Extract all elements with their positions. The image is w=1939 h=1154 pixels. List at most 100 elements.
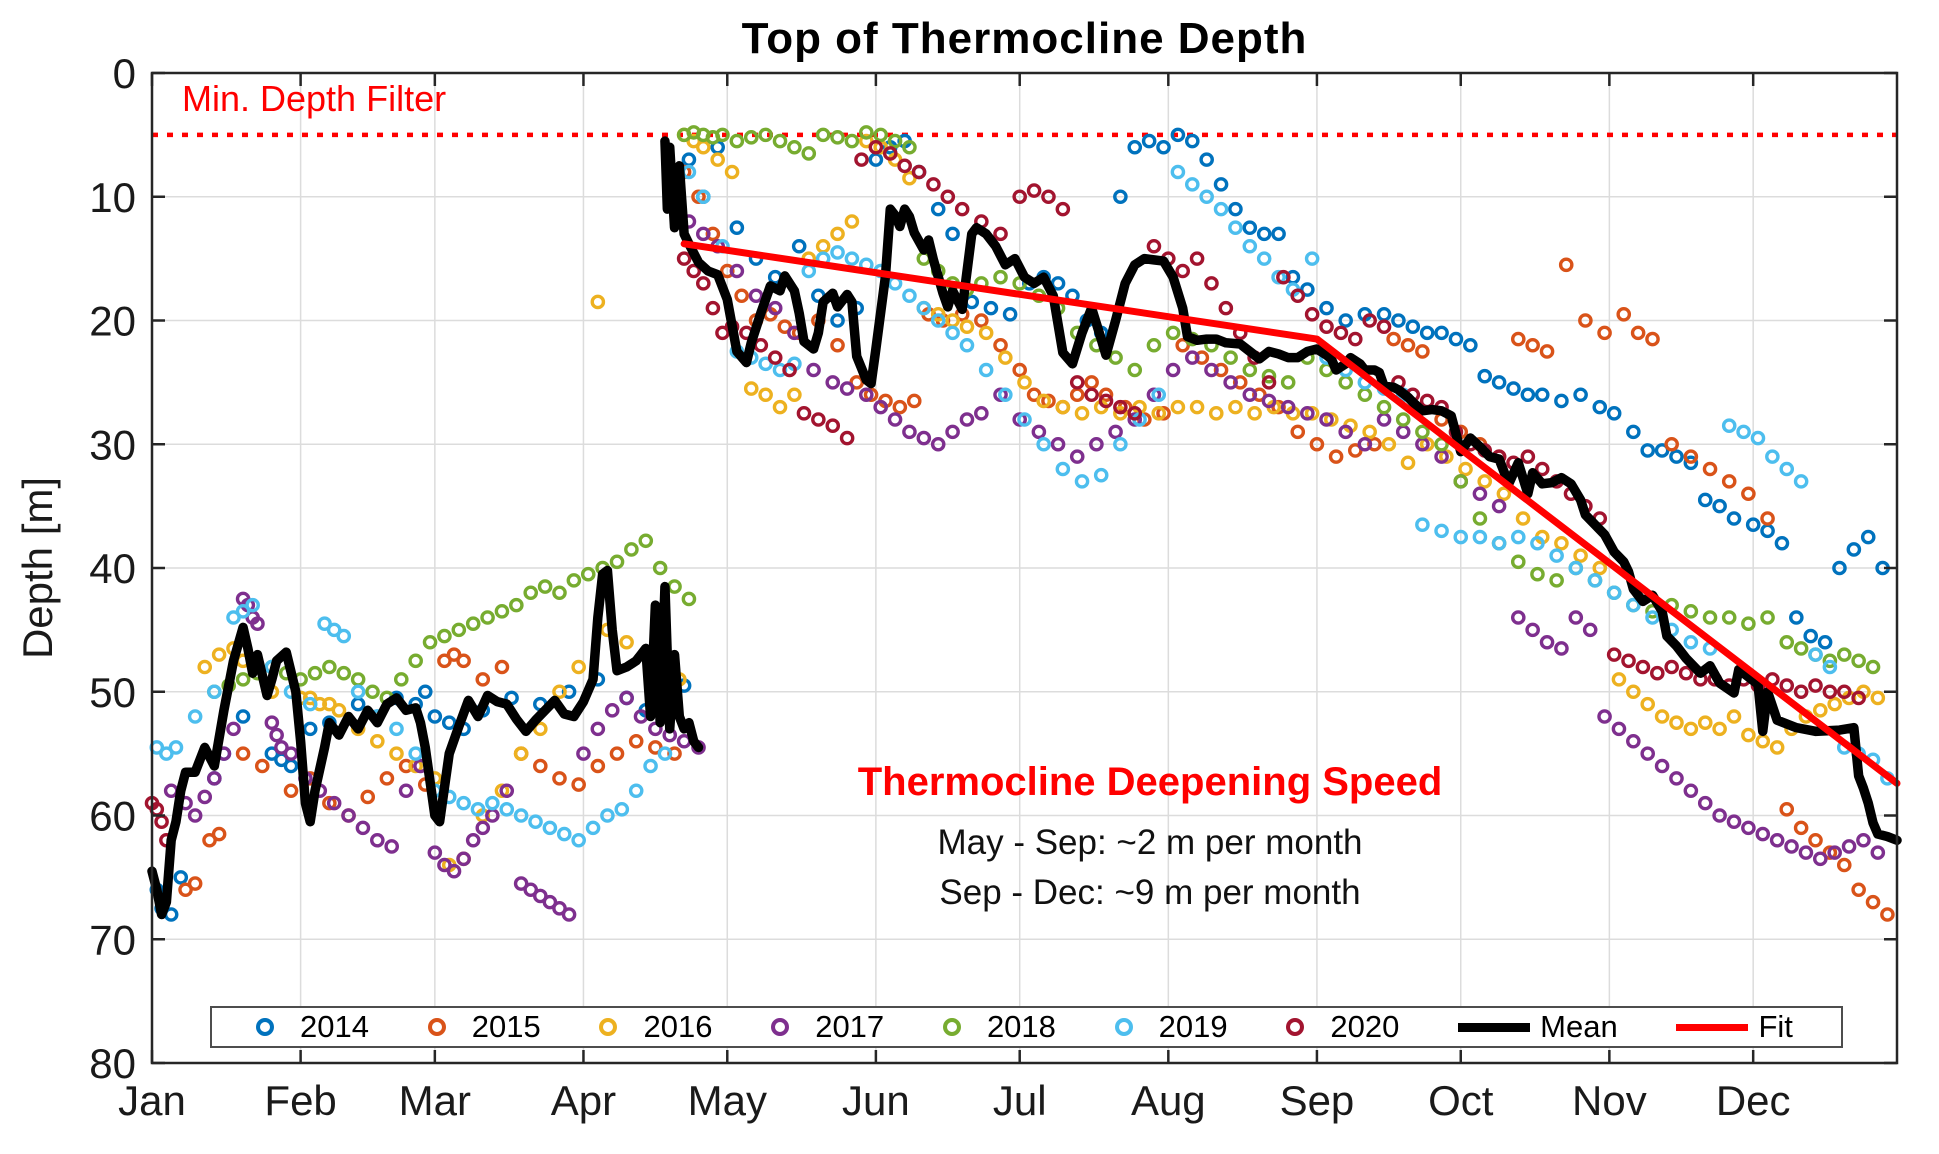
y-tick-label: 60 — [89, 793, 136, 840]
data-point-2016 — [1812, 703, 1828, 718]
data-point-2017 — [916, 430, 932, 446]
data-point-2019 — [930, 313, 946, 328]
data-point-2014 — [1419, 325, 1435, 341]
data-point-2017 — [269, 727, 284, 743]
legend-marker-icon — [1286, 1018, 1305, 1036]
data-point-2014 — [1199, 152, 1214, 167]
data-point-2014 — [1113, 189, 1128, 205]
data-point-2014 — [791, 238, 807, 254]
legend-label: 2019 — [1158, 1009, 1228, 1044]
data-point-2018 — [1760, 610, 1775, 625]
data-point-2017 — [839, 381, 855, 396]
y-tick-label: 80 — [89, 1040, 136, 1087]
annotation-line-may-sep: May - Sep: ~2 m per month — [937, 823, 1363, 862]
data-point-2014 — [1448, 331, 1464, 347]
data-point-2014 — [1520, 387, 1536, 403]
data-point-2015 — [254, 758, 270, 774]
data-point-2016 — [1113, 406, 1128, 421]
data-point-2017 — [873, 399, 888, 415]
data-point-2019 — [628, 783, 644, 799]
data-point-2014 — [1002, 307, 1018, 322]
fit-line — [680, 240, 1901, 787]
y-tick-label: 20 — [89, 298, 136, 345]
data-point-2018 — [451, 622, 467, 638]
data-point-2016 — [959, 319, 975, 334]
data-point-2018 — [902, 139, 917, 155]
data-point-2017 — [1491, 498, 1507, 514]
data-point-2020 — [1621, 653, 1636, 669]
data-point-2015 — [648, 740, 663, 755]
data-point-2016 — [1741, 727, 1756, 743]
data-point-2017 — [806, 362, 821, 378]
data-point-2018 — [1242, 362, 1258, 378]
data-point-2020 — [954, 201, 970, 217]
data-point-2020 — [154, 814, 169, 829]
data-point-2015 — [533, 758, 548, 774]
data-point-2017 — [1582, 622, 1598, 638]
data-point-2019 — [470, 802, 486, 817]
data-point-2014 — [1271, 226, 1286, 242]
data-point-2014 — [1554, 393, 1569, 409]
data-point-2019 — [1170, 164, 1186, 180]
mean-line — [660, 136, 1902, 845]
data-point-2019 — [1793, 474, 1809, 489]
data-point-2019 — [326, 622, 342, 638]
data-point-2020 — [1189, 251, 1205, 266]
data-point-2016 — [686, 133, 702, 149]
y-tick-label: 10 — [89, 174, 136, 221]
data-point-2017 — [729, 263, 745, 279]
data-point-2014 — [1697, 492, 1713, 508]
data-point-2019 — [556, 826, 572, 842]
data-point-2019 — [998, 387, 1013, 403]
x-tick-label: Oct — [1428, 1077, 1494, 1124]
data-point-2016 — [1017, 375, 1032, 390]
legend-line-icon — [1458, 1022, 1531, 1032]
data-point-2020 — [676, 251, 692, 266]
data-point-2020 — [1779, 678, 1795, 693]
data-point-2017 — [1784, 839, 1799, 854]
data-point-2019 — [959, 337, 975, 353]
data-point-2016 — [197, 659, 213, 675]
data-point-2018 — [1530, 566, 1545, 582]
data-point-2017 — [1338, 424, 1353, 440]
data-point-2017 — [604, 703, 620, 718]
data-point-2016 — [322, 696, 337, 712]
data-point-2014 — [1338, 313, 1353, 328]
data-point-2015 — [552, 771, 567, 786]
data-point-2017 — [499, 783, 515, 799]
data-point-2015 — [1347, 443, 1363, 458]
data-point-2014 — [1832, 560, 1847, 576]
data-point-2017 — [533, 888, 548, 904]
data-point-2016 — [978, 325, 994, 341]
data-point-2019 — [456, 795, 471, 811]
data-point-2018 — [681, 591, 697, 607]
data-point-2017 — [475, 820, 491, 836]
data-point-2019 — [485, 795, 500, 811]
data-point-2017 — [274, 740, 289, 755]
data-point-2017 — [1319, 412, 1334, 427]
data-point-2019 — [1415, 517, 1430, 532]
legend-item-fit: Fit — [1676, 1009, 1793, 1045]
data-point-2018 — [815, 127, 831, 143]
data-point-2018 — [743, 130, 759, 145]
data-point-2014 — [1640, 443, 1656, 458]
data-point-2015 — [1630, 325, 1646, 341]
data-point-2020 — [1319, 319, 1334, 334]
data-point-2018 — [1376, 399, 1392, 415]
data-point-2018 — [1851, 653, 1866, 669]
data-point-2017 — [1127, 412, 1143, 427]
data-point-2017 — [930, 436, 946, 452]
data-point-2016 — [1228, 399, 1243, 415]
data-point-2015 — [1808, 832, 1823, 848]
data-point-2019 — [350, 684, 366, 700]
data-point-2015 — [628, 733, 644, 749]
data-point-2016 — [1151, 406, 1167, 421]
data-point-2018 — [1395, 412, 1411, 427]
data-point-2018 — [523, 585, 539, 601]
data-point-2014 — [1726, 511, 1742, 526]
data-point-2015 — [1597, 325, 1612, 341]
data-point-2016 — [696, 139, 711, 155]
data-point-2017 — [1554, 641, 1569, 656]
data-point-2016 — [787, 387, 802, 403]
data-point-2017 — [197, 789, 213, 805]
